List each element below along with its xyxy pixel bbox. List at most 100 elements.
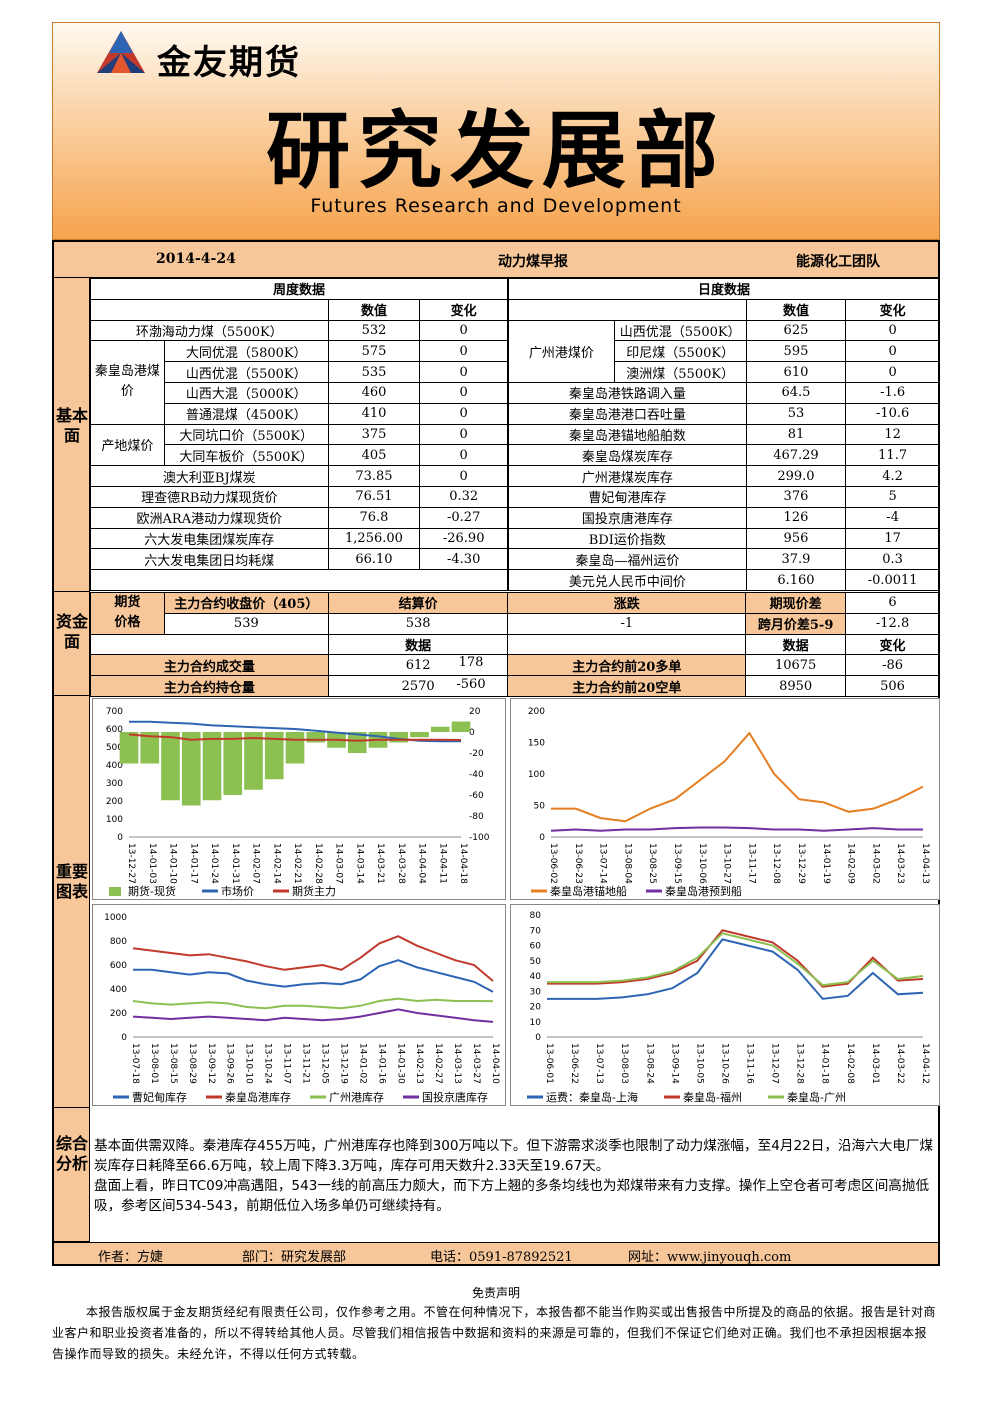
area-bar [430,726,450,732]
volume-change: 178 [458,655,484,670]
y-tick-label: 50 [530,957,542,967]
x-tick-label: 14-03-07 [334,843,344,884]
department: 部门：研究发展部 [242,1250,347,1265]
analysis-text: 基本面供需双降。秦港库存455万吨，广州港库存也降到300万吨以下。但下游需求淡… [94,1136,934,1216]
x-tick-label: 13-07-14 [598,843,608,884]
x-tick-label: 14-04-13 [920,843,930,884]
table-row: 欧洲ARA港动力煤现货价 76.8 -0.27 [90,506,508,529]
y-tick-label: 40 [530,972,542,982]
table-row: 普通混煤（4500K） 410 0 [91,402,508,425]
x-tick-label: 14-01-16 [376,1043,386,1084]
x-tick-label: 13-10-06 [697,843,707,884]
table-row: 秦皇岛港铁路调入量 64.5 -1.6 [508,381,940,404]
close-label: 主力合约收盘价（405） [163,592,329,614]
table-row: 广州港煤价 山西优混（5500K） 625 0 [508,319,940,383]
area-bar [140,732,160,764]
y-tick-label: 400 [110,985,127,995]
y-tick-label: 1000 [104,913,127,923]
weekly-col-value: 数值 [327,298,421,321]
x-tick-label: 14-03-27 [471,1043,481,1084]
report-header: 金友期货 研究发展部 Futures Research and Developm… [52,22,940,240]
y2-tick-label: -40 [469,770,484,780]
y-tick-label: 0 [539,833,545,843]
report-info-bar: 2014-4-24 动力煤早报 能源化工团队 [54,242,938,278]
x-tick-label: 13-11-07 [282,1043,292,1084]
series-line [132,935,494,982]
x-tick-label: 13-08-25 [647,843,657,884]
x-tick-label: 13-12-27 [126,843,136,884]
legend-label: 秦皇岛港预到船 [665,884,742,898]
x-tick-label: 14-04-04 [417,843,427,884]
legend-label: 国投京唐库存 [422,1090,488,1104]
y-tick-label: 0 [121,1033,127,1043]
table-row: 大同车板价（5500K） 405 0 [91,444,508,467]
y-tick-label: 400 [106,761,123,771]
dept-title: 研究发展部 [265,101,726,200]
x-tick-label: 13-12-08 [771,843,781,884]
legend-label: 秦皇岛-福州 [683,1090,742,1104]
series-line [128,733,462,742]
x-tick-label: 13-07-18 [130,1043,140,1084]
area-bar [161,732,180,801]
author-bar: 作者：方婕 部门：研究发展部 电话：0591-87892521 网址：www.j… [54,1242,938,1265]
x-tick-label: 13-08-29 [187,1043,197,1084]
table-row: 秦皇岛港锚地船舶数 81 12 [508,423,940,446]
section-charts-label: 重要图表 [55,862,88,901]
x-tick-label: 14-01-31 [230,843,240,884]
area-bar [181,732,201,806]
y-tick-label: 30 [530,987,542,997]
y-tick-label: 700 [106,707,123,717]
weekly-group-origin: 产地煤价 [90,423,165,467]
chart-freight: 0 10 20 30 40 50 60 70 80 13-06-01 13-06-22 13-07-1… [510,904,940,1106]
section-analysis: 综合分析 [54,1108,90,1242]
y-tick-label: 80 [530,911,542,921]
weekly-col-change: 变化 [419,298,508,321]
chart-anchorage-ships: 0 50 100 150 200 13-06-02 13-06-23 13-07-14 13-0… [510,698,940,900]
table-row: 秦皇岛港港口吞吐量 53 -10.6 [508,402,940,425]
legend-label: 市场价 [221,884,254,898]
table-row: 六大发电集团煤炭库存 1,256.00 -26.90 [90,527,508,550]
y-tick-label: 60 [530,942,542,952]
series-line [132,997,494,1010]
table-row: 曹妃甸港库存 376 5 [508,485,940,508]
settle-label: 结算价 [327,592,509,614]
y-tick-label: 200 [110,1009,127,1019]
disclaimer-text: 本报告版权属于金友期货经纪有限责任公司，仅作参考之用。不管在何种情况下，本报告都… [52,1305,937,1361]
spot-basis-label: 期现价差 [745,592,847,614]
x-tick-label: 13-07-13 [594,1043,604,1084]
y2-tick-label: -100 [469,833,490,843]
area-bar [306,732,326,743]
change-value: -1 [507,612,747,635]
legend-label: 广州港库存 [329,1090,384,1104]
capital-table: 期货 价格 主力合约收盘价（405） 结算价 涨跌 期现价差 6 539 538 … [90,592,940,697]
x-tick-label: 13-12-28 [795,1043,805,1084]
daily-table: 日度数据 数值 变化 广州港煤价 山西优混（5500K） 625 0 印尼煤（5500K… [508,278,940,591]
area-bar [119,732,139,764]
series-line [132,1008,494,1023]
section-charts: 重要图表 [54,696,90,1108]
futures-price-label: 期货 价格 [90,592,165,635]
website-link[interactable]: 网址：www.jinyouqh.com [628,1250,792,1265]
y2-tick-label: 20 [469,707,481,717]
x-tick-label: 14-01-19 [821,843,831,884]
section-capital-label: 资金面 [55,612,88,651]
capital-col-data-2: 数据 [745,633,847,656]
y2-tick-label: 0 [469,728,475,738]
area-bar [347,732,367,753]
analysis-paragraph-2: 盘面上看，昨日TC09冲高遇阻，543一线的前高压力颇大，而下方上翘的多条均线也… [94,1178,930,1214]
x-tick-label: 14-04-11 [437,843,447,884]
y-tick-label: 200 [106,797,123,807]
daily-col-change: 变化 [845,298,940,321]
spot-basis-value: 6 [845,592,940,614]
x-tick-label: 14-04-12 [920,1043,930,1084]
dept-subtitle: Futures Research and Development [310,195,682,217]
x-tick-label: 14-02-09 [846,843,856,884]
x-tick-label: 14-01-17 [188,843,198,884]
area-bar [410,732,429,738]
series-line [550,826,923,832]
table-row: 产地煤价 大同坑口价（5500K） 375 0 [90,423,508,467]
table-row: 理查德RB动力煤现货价 76.51 0.32 [90,485,508,508]
section-capital: 资金面 [54,592,90,696]
x-tick-label: 14-01-02 [357,1043,367,1084]
x-tick-label: 13-09-12 [206,1043,216,1084]
